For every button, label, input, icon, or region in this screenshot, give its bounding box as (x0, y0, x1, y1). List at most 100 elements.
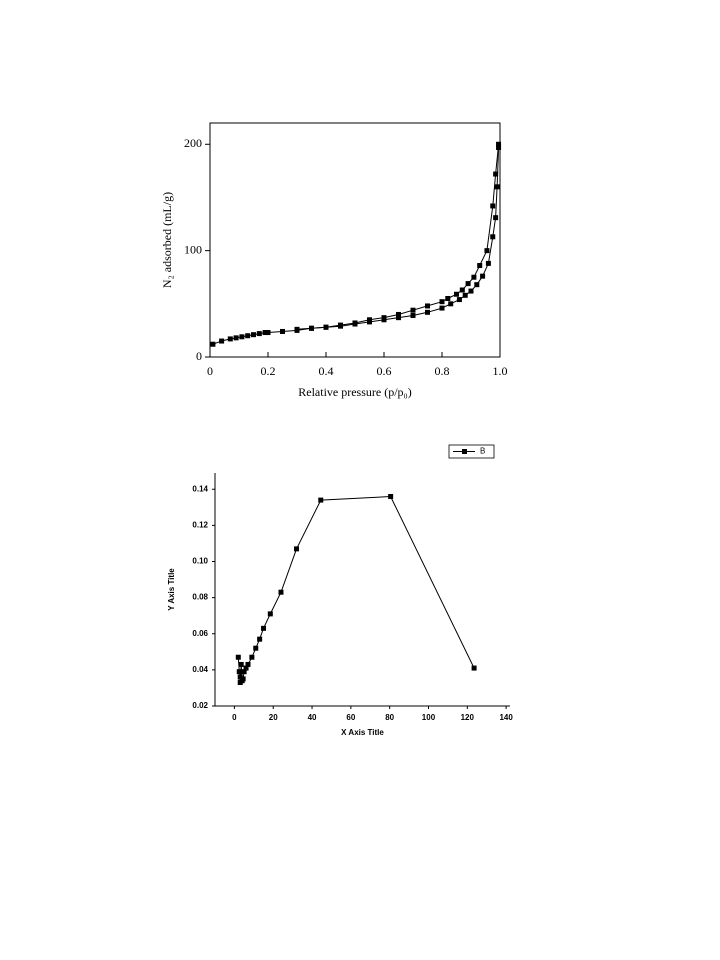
point (490, 203, 496, 209)
point (251, 332, 256, 338)
point (280, 328, 285, 334)
point (490, 234, 496, 240)
point (352, 320, 358, 326)
x-tick-label: 40 (308, 713, 317, 722)
point (471, 274, 477, 280)
point (243, 665, 249, 671)
point (439, 299, 445, 305)
point (425, 309, 430, 315)
point (227, 336, 233, 342)
x-tick-label: 0 (207, 364, 213, 378)
point (388, 493, 394, 499)
point (241, 669, 247, 675)
point (278, 589, 284, 595)
x-tick-label: 0.6 (377, 364, 392, 378)
y-tick-label: 0.14 (192, 484, 208, 493)
point (294, 546, 300, 552)
point (485, 260, 491, 266)
series-line (237, 495, 475, 683)
point (245, 333, 251, 339)
point (445, 296, 451, 301)
x-tick-label: 100 (422, 713, 436, 722)
point (262, 330, 268, 336)
point (239, 334, 245, 340)
point (249, 654, 255, 660)
point (459, 287, 465, 293)
point (236, 669, 242, 675)
point (410, 313, 416, 319)
series-line (296, 144, 500, 330)
y-tick-label: 0 (196, 349, 202, 363)
chart: 0 20 40 60 80 100 120 140 0.02 0.04 0.06 0.08 0.10 0.… (167, 444, 513, 737)
y-tick-label: 0.08 (192, 593, 208, 602)
point (484, 248, 490, 254)
point (210, 341, 216, 347)
point (425, 303, 430, 309)
point (233, 335, 239, 341)
point (471, 665, 477, 671)
x-tick-label: 0.2 (261, 364, 276, 378)
point (253, 645, 259, 651)
point (367, 317, 372, 323)
point (480, 273, 486, 279)
point (257, 636, 263, 642)
point (474, 282, 480, 288)
point (323, 324, 329, 330)
y-tick-label: 100 (184, 242, 202, 256)
chart: 0 0.2 0.4 0.6 0.8 1.0 0 100 200 Relative pressure… (160, 122, 508, 399)
y-tick-label: 0.06 (192, 629, 208, 638)
point (410, 307, 416, 313)
x-tick-label: 60 (346, 713, 355, 722)
point (493, 171, 499, 177)
point (240, 676, 246, 682)
point (493, 215, 499, 221)
point (237, 674, 243, 680)
point (265, 330, 271, 336)
x-axis-title: X Axis Title (341, 728, 384, 737)
x-axis-title: Relative pressure (p/p₀) (298, 385, 411, 399)
y-axis-title: Y Axis Title (167, 568, 176, 611)
y-axis-title: N₂ adsorbed (mL/g) (160, 192, 174, 288)
series-line (212, 147, 500, 345)
point (396, 315, 401, 321)
point (494, 184, 500, 190)
y-tick-label: 0.12 (192, 520, 208, 529)
legend-label: B (480, 447, 485, 456)
y-tick-label: 200 (184, 136, 202, 150)
point (267, 611, 273, 617)
x-tick-label: 120 (461, 713, 475, 722)
point (238, 661, 244, 667)
point (477, 263, 483, 269)
point (219, 338, 225, 344)
point (256, 331, 262, 337)
point (454, 291, 459, 297)
x-tick-label: 20 (269, 713, 278, 722)
point (245, 661, 251, 667)
point (439, 305, 445, 311)
x-tick-label: 140 (499, 713, 513, 722)
point (294, 326, 300, 332)
legend-marker (462, 449, 467, 454)
x-tick-label: 0 (232, 713, 237, 722)
x-tick-label: 0.4 (319, 364, 334, 378)
point (235, 654, 241, 660)
point (496, 141, 502, 147)
point (396, 311, 401, 317)
y-tick-label: 0.04 (192, 665, 208, 674)
point (448, 301, 454, 307)
x-tick-label: 0.8 (435, 364, 450, 378)
point (465, 281, 471, 287)
x-tick-label: 1.0 (493, 364, 508, 378)
point (456, 297, 462, 303)
y-tick-label: 0.02 (192, 701, 208, 710)
point (468, 288, 474, 294)
point (462, 292, 468, 298)
point (338, 322, 343, 328)
plot-frame (209, 122, 501, 358)
point (261, 625, 267, 631)
y-tick-label: 0.10 (192, 557, 208, 566)
point (309, 325, 314, 331)
point (381, 315, 387, 321)
point (318, 497, 324, 503)
